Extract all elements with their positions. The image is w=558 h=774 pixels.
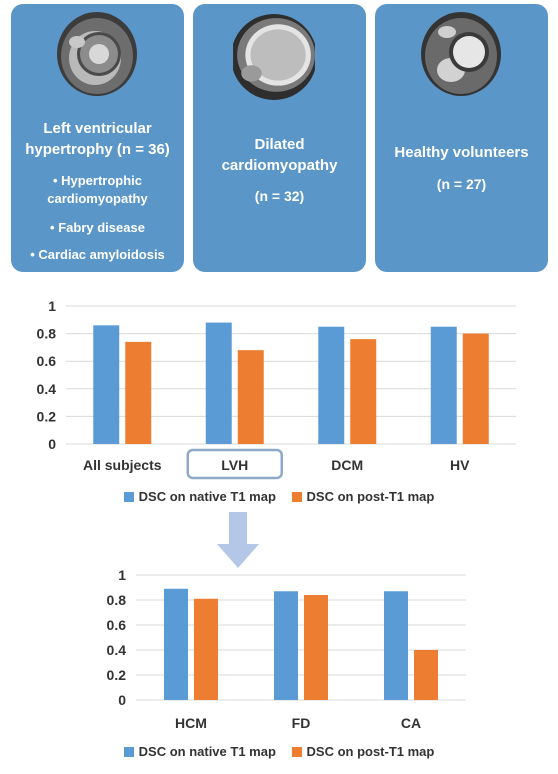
legend-swatch [291, 747, 302, 757]
bar-native [274, 591, 298, 700]
x-category-label: DCM [331, 457, 363, 473]
card-title: Dilated cardiomyopathy [221, 136, 338, 174]
bar-native [384, 591, 408, 700]
card-count: (n = 32) [254, 188, 305, 204]
bar-native [318, 326, 345, 444]
legend-label: DSC on post-T1 map [306, 489, 435, 504]
y-tick-label: 0.4 [107, 642, 127, 658]
chart-dsc-by-group: 0 0.2 0.4 0.6 0.8 1 All subjects LVH DCM HV [37, 298, 516, 480]
bar-native [93, 325, 120, 444]
legend-item: DSC on post-T1 map [291, 489, 435, 504]
legend-bottom: DSC on native T1 map DSC on post-T1 map [0, 744, 558, 759]
bar-native [205, 322, 232, 444]
bar-post [125, 341, 152, 444]
bar-post [414, 650, 438, 700]
y-tick-label: 0.8 [37, 326, 57, 342]
y-tick-label: 0.2 [37, 408, 57, 424]
legend-label: DSC on post-T1 map [306, 744, 435, 759]
legend-swatch [123, 747, 134, 757]
card-lvh: Left ventricular hypertrophy (n = 36) • … [11, 4, 184, 272]
y-tick-label: 0.6 [107, 617, 127, 633]
y-tick-label: 0.6 [37, 353, 57, 369]
card-dcm: Dilated cardiomyopathy (n = 32) [193, 4, 366, 272]
y-tick-label: 0.2 [107, 667, 127, 683]
legend-item: DSC on native T1 map [123, 744, 276, 759]
card-count: (n = 27) [436, 176, 487, 192]
legend-top: DSC on native T1 map DSC on post-T1 map [0, 489, 558, 504]
chart-dsc-lvh-subtypes: 0 0.2 0.4 0.6 0.8 1 HCM FD CA [107, 567, 466, 731]
card-title: Healthy volunteers [394, 144, 529, 161]
x-category-label: HV [450, 457, 470, 473]
legend-label: DSC on native T1 map [138, 489, 276, 504]
x-category-label: HCM [175, 715, 207, 731]
card-hv: Healthy volunteers (n = 27) [375, 4, 548, 272]
x-category-label: LVH [221, 457, 248, 473]
bar-post [237, 350, 264, 444]
y-tick-label: 1 [118, 567, 126, 583]
y-tick-label: 0.4 [37, 381, 57, 397]
card-title: Left ventricular hypertrophy (n = 36) [25, 120, 170, 158]
mri-image-lvh [57, 12, 137, 96]
legend-swatch [291, 492, 302, 502]
x-category-label: All subjects [83, 457, 162, 473]
mri-image-dcm [233, 14, 315, 100]
subtype-ca: • Cardiac amyloidosis [30, 247, 165, 262]
subtype-hcm: • Hypertrophic cardiomyopathy [47, 173, 148, 206]
subtype-fd: • Fabry disease [50, 220, 145, 235]
bar-post [350, 339, 377, 444]
legend-label: DSC on native T1 map [138, 744, 276, 759]
bar-native [164, 588, 188, 700]
legend-item: DSC on native T1 map [123, 489, 276, 504]
y-tick-label: 0 [48, 436, 56, 452]
x-category-label: CA [401, 715, 421, 731]
bar-post [194, 598, 218, 700]
y-tick-label: 0 [118, 692, 126, 708]
x-category-label: FD [292, 715, 311, 731]
bar-native [430, 326, 457, 444]
y-tick-label: 0.8 [107, 592, 127, 608]
y-tick-label: 1 [48, 298, 56, 314]
bar-post [462, 333, 489, 444]
down-arrow-icon [217, 512, 259, 568]
highlight-box [186, 448, 283, 480]
legend-swatch [123, 492, 134, 502]
legend-item: DSC on post-T1 map [291, 744, 435, 759]
bar-post [304, 595, 328, 700]
mri-image-hv [421, 12, 501, 96]
